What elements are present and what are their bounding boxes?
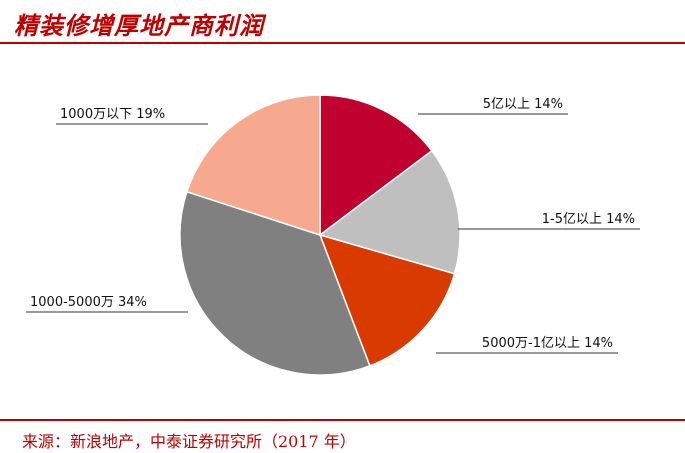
slice-label: 1000万以下 19% bbox=[60, 107, 165, 122]
slice-label: 5亿以上 14% bbox=[483, 97, 563, 112]
slice-label: 1000-5000万 34% bbox=[30, 295, 147, 310]
slice-label: 1-5亿以上 14% bbox=[542, 212, 635, 227]
chart-title: 精装修增厚地产商利润 bbox=[14, 11, 264, 40]
pie-slice bbox=[179, 190, 371, 376]
title-divider bbox=[0, 42, 685, 44]
source-note: 来源：新浪地产，中泰证券研究所（2017 年） bbox=[22, 432, 356, 451]
pie-slice bbox=[185, 94, 321, 237]
pie-slice bbox=[318, 233, 456, 367]
slice-label: 5000万-1亿以上 14% bbox=[482, 336, 613, 351]
pie-slice bbox=[318, 149, 461, 275]
pie-slice bbox=[319, 94, 433, 237]
source-divider bbox=[0, 419, 685, 421]
